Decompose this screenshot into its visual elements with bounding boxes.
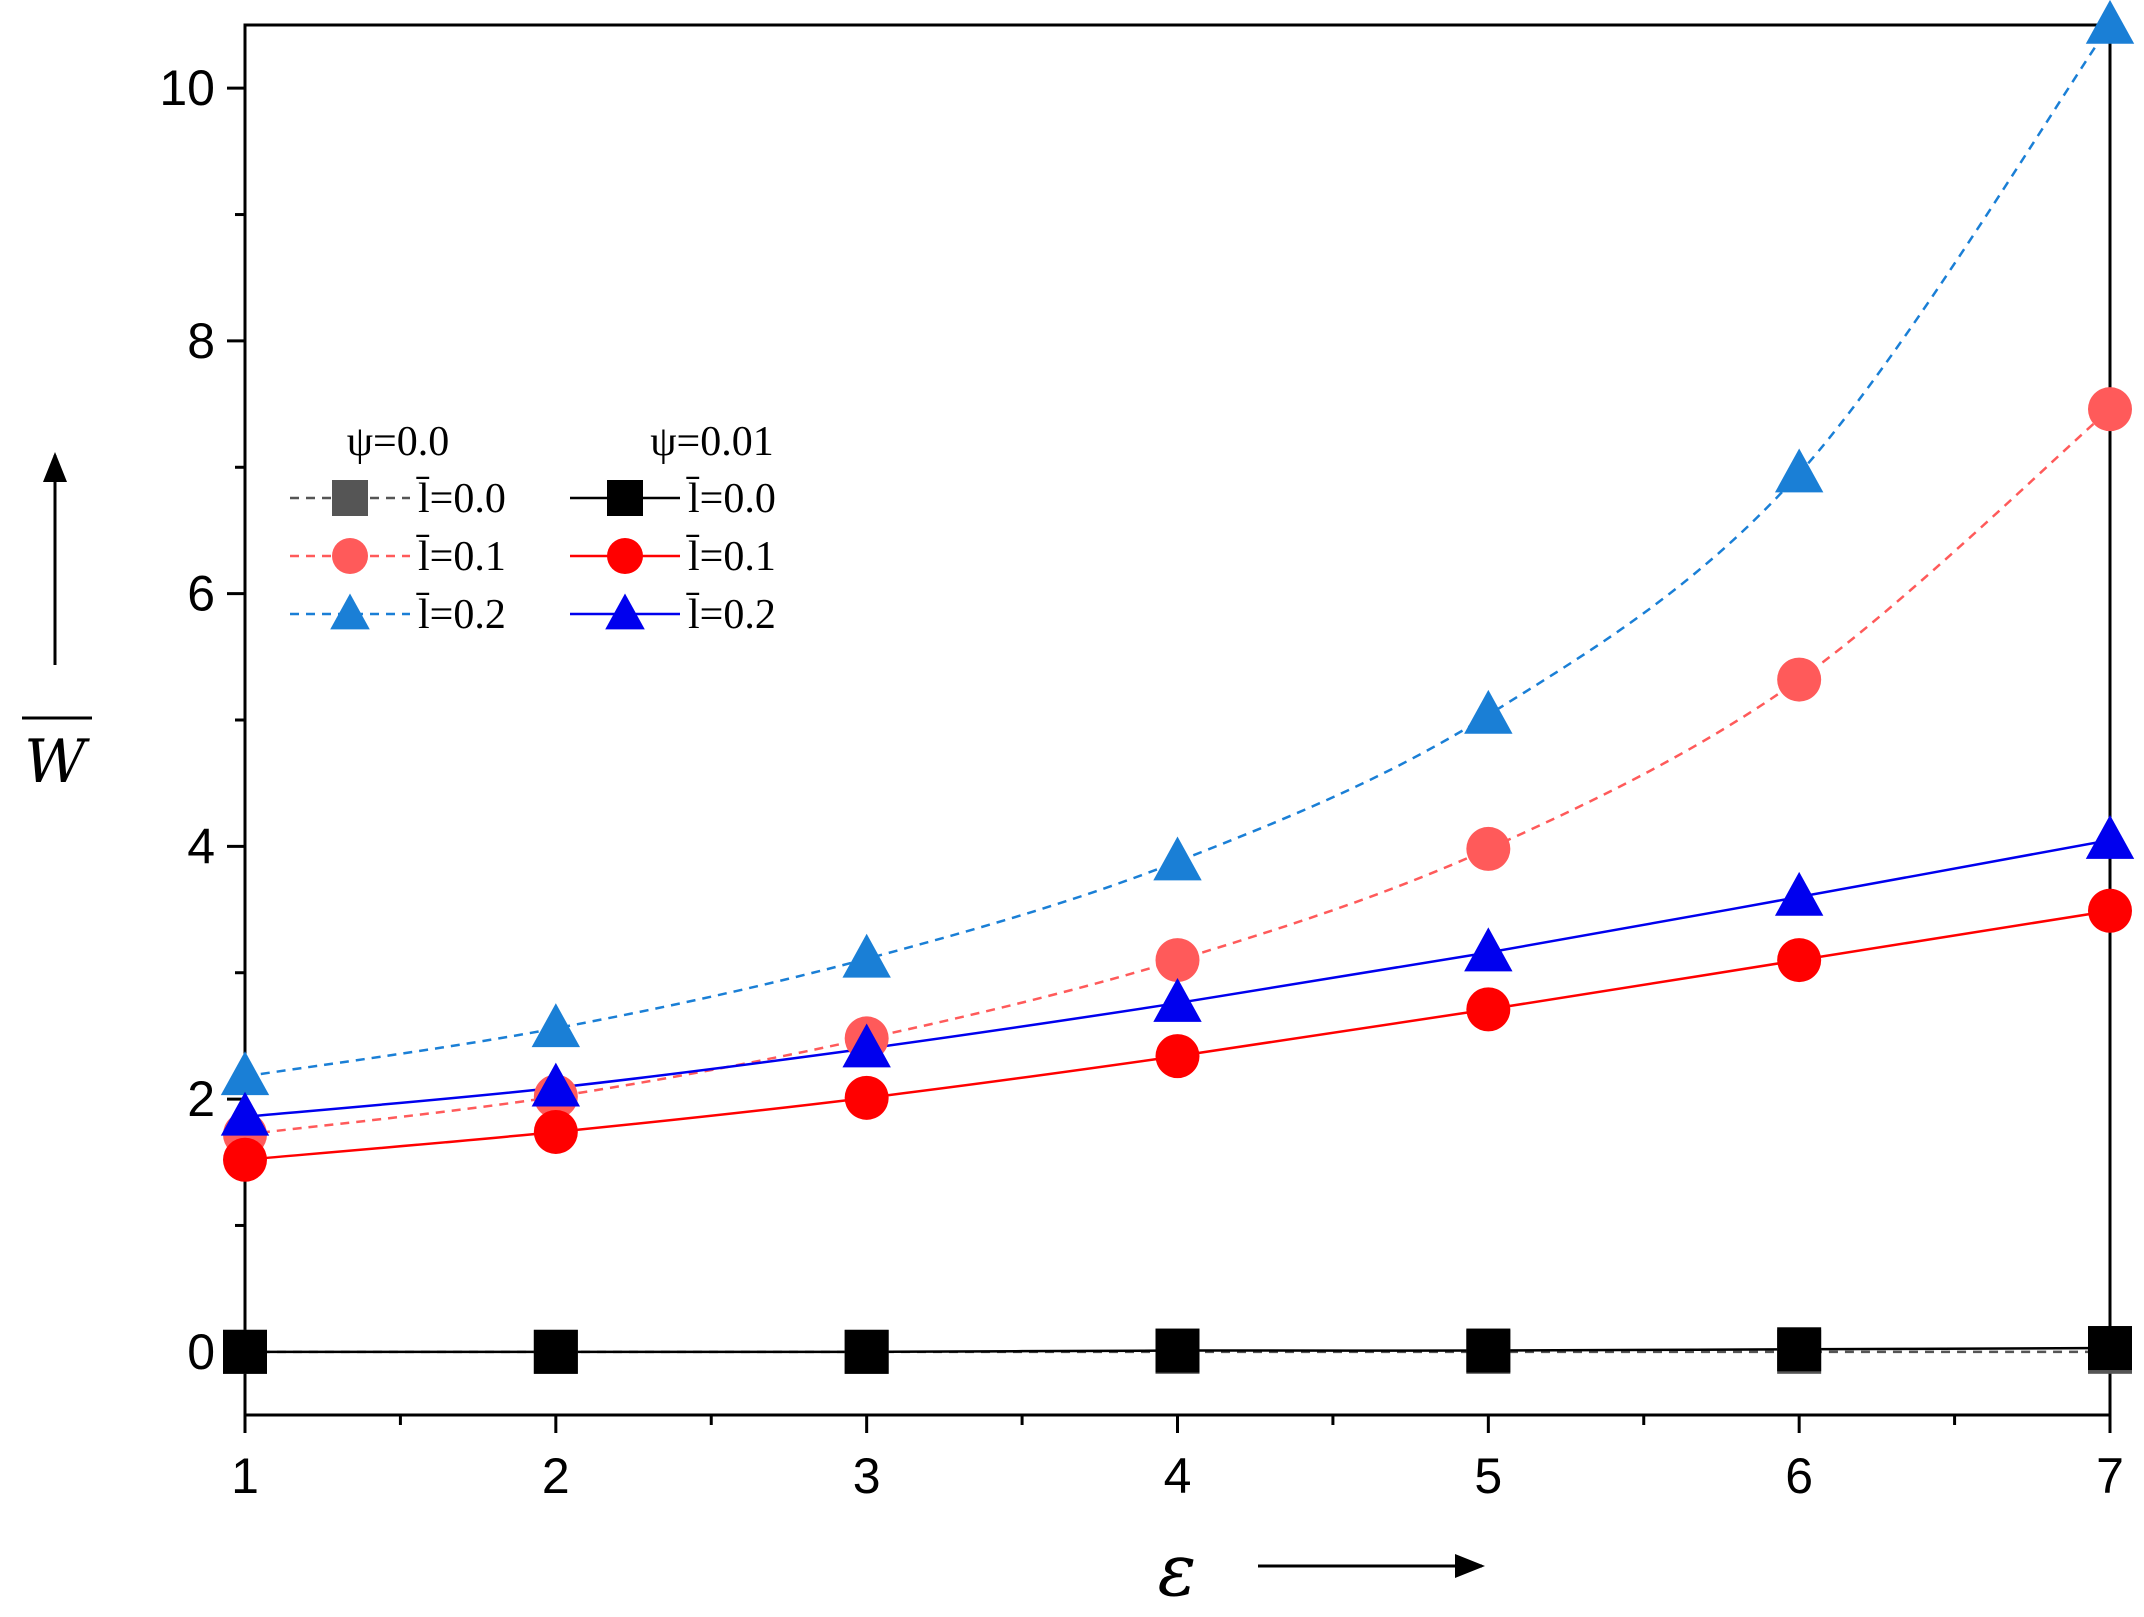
- data-point: [531, 1003, 581, 1048]
- data-point: [1777, 938, 1822, 983]
- data-point: [220, 1091, 270, 1136]
- y-tick-label: 8: [187, 313, 215, 369]
- data-point: [2088, 1326, 2132, 1371]
- y-tick-label: 6: [187, 566, 215, 622]
- data-point: [1464, 689, 1513, 734]
- series-line: [245, 408, 2110, 1136]
- data-point: [1153, 836, 1202, 881]
- x-axis-title: ε: [1158, 1528, 1197, 1612]
- data-point: [842, 1023, 891, 1068]
- x-tick-label: 4: [1164, 1448, 1192, 1504]
- data-point: [2088, 387, 2132, 432]
- data-point: [223, 1137, 267, 1182]
- data-point: [1153, 977, 1202, 1022]
- data-point: [1466, 826, 1511, 871]
- data-point: [223, 1329, 267, 1374]
- data-point: [2085, 0, 2135, 44]
- y-tick-label: 10: [159, 60, 215, 116]
- legend: ψ=0.0 ψ=0.01 l̄=0.0l̄=0.1l̄=0.2l̄=0.0l̄=…: [290, 419, 776, 638]
- plot-frame: [243, 23, 2112, 1417]
- series-line: [245, 25, 2110, 1078]
- y-axis-title-group: W: [22, 452, 92, 797]
- data-point: [842, 933, 891, 978]
- data-point: [1774, 448, 1824, 493]
- data-point: [1464, 927, 1513, 972]
- legend-marker: [605, 593, 645, 630]
- legend-entries: l̄=0.0 l̄=0.1 l̄=0.2 l̄=0.0 l̄=0.1 l̄=0.2: [290, 476, 776, 638]
- data-point: [844, 1075, 889, 1120]
- legend-label: l̄=0.2: [686, 592, 776, 638]
- data-point: [844, 1329, 889, 1374]
- data-point: [531, 1062, 581, 1107]
- y-tick-label: 4: [187, 818, 215, 874]
- x-tick-label: 6: [1785, 1448, 1813, 1504]
- legend-label: l̄=0.0: [686, 476, 776, 522]
- x-tick-label: 3: [853, 1448, 881, 1504]
- data-point: [533, 1109, 578, 1154]
- legend-label: l̄=0.1: [686, 534, 776, 580]
- legend-marker: [332, 480, 368, 516]
- data-point: [1777, 657, 1822, 702]
- legend-marker: [607, 480, 643, 516]
- x-tick-label: 7: [2096, 1448, 2124, 1504]
- data-point: [533, 1329, 578, 1374]
- data-point: [1155, 938, 1200, 983]
- y-tick-label: 0: [187, 1324, 215, 1380]
- legend-marker: [330, 593, 370, 630]
- legend-marker: [332, 538, 368, 574]
- markers-layer: [220, 0, 2135, 1374]
- data-point: [220, 1051, 270, 1096]
- x-tick-label: 5: [1474, 1448, 1502, 1504]
- legend-header-psi-001: ψ=0.01: [650, 419, 773, 465]
- legend-label: l̄=0.2: [416, 592, 506, 638]
- data-point: [1155, 1328, 1200, 1373]
- legend-marker: [607, 538, 643, 574]
- data-point: [1777, 1327, 1822, 1372]
- series-layer: [245, 25, 2110, 1354]
- data-point: [2085, 814, 2135, 859]
- x-tick-label: 1: [231, 1448, 259, 1504]
- ticks-layer: 1 2 3 4 5 6 7 0 2 4 6 8 10: [159, 60, 2124, 1504]
- legend-header-psi-0: ψ=0.0: [347, 419, 449, 465]
- legend-label: l̄=0.0: [416, 476, 506, 522]
- x-tick-label: 2: [542, 1448, 570, 1504]
- data-point: [2088, 888, 2132, 933]
- y-axis-title: W: [24, 727, 90, 797]
- data-point: [1774, 871, 1824, 916]
- x-axis-title-group: ε: [1158, 1528, 1485, 1612]
- legend-label: l̄=0.1: [416, 534, 506, 580]
- data-point: [1466, 1328, 1511, 1373]
- data-point: [1466, 987, 1511, 1032]
- y-tick-label: 2: [187, 1071, 215, 1127]
- data-point: [1155, 1034, 1200, 1079]
